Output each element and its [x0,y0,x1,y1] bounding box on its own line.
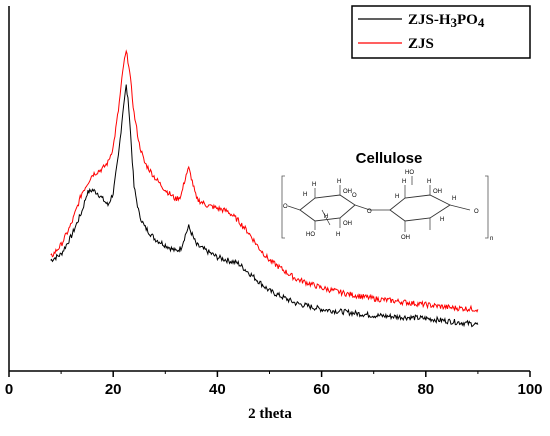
atom-label: H [337,179,341,185]
inset-title: Cellulose [356,150,423,167]
x-tick-label: 0 [5,381,13,398]
legend-label-zjs: ZJS [408,36,434,52]
x-tick-label: 20 [105,381,122,398]
atom-label: O [367,209,372,215]
x-ticks [8,371,531,377]
atom-label: H [427,179,431,185]
ring-1-bonds [287,185,371,230]
atom-label: OH [401,235,410,241]
series-lines [50,49,479,328]
ring-2-bonds [370,176,471,232]
x-tick-label: 80 [417,381,434,398]
legend-label-zjs-h3po4: ZJS-H3PO4 [408,12,485,30]
right-bracket [485,175,489,239]
atom-label: H [402,179,406,185]
x-axis-title: 2 theta [248,406,292,422]
x-tick-label: 100 [517,381,542,398]
atom-label: HO [405,170,414,176]
atom-label: H [303,192,307,198]
atom-label: H [440,217,444,223]
series-line-zjs [50,49,479,313]
atom-label: H [312,182,316,188]
atom-label: H [336,232,340,238]
repeat-subscript: n [490,236,493,242]
atom-label: OH [343,221,352,227]
axes [8,6,530,372]
series-line-zjs-h3po4 [50,84,479,328]
atom-label: H [452,196,456,202]
atom-label: O [352,193,357,199]
atom-label: H [395,194,399,200]
legend: ZJS-H3PO4 ZJS [351,5,531,59]
cellulose-structure-inset: Cellulose n O O O O H H H H H H H H H H … [281,150,493,242]
atom-label: H [324,214,328,220]
atom-label: HO [306,232,315,238]
atom-label: OH [343,189,352,195]
x-tick-labels: 0 20 40 60 80 100 [5,381,543,398]
legend-box [351,5,531,59]
atom-label: O [283,204,288,210]
left-bracket [281,175,285,239]
x-tick-label: 40 [209,381,226,398]
x-tick-label: 60 [313,381,330,398]
atom-label: OH [433,189,442,195]
atom-label: O [474,209,479,215]
